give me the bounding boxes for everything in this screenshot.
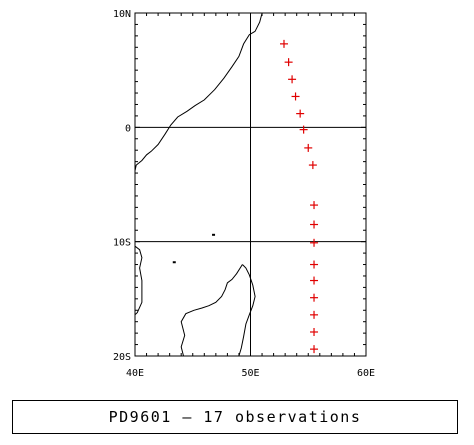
lat-label: 10N xyxy=(113,9,131,20)
island-0 xyxy=(212,233,216,236)
observation-marker xyxy=(310,293,319,302)
grid-layer xyxy=(135,13,366,356)
observation-marker xyxy=(310,276,319,285)
island-1 xyxy=(172,261,176,264)
observation-marker xyxy=(291,92,300,101)
observation-marker xyxy=(288,75,297,84)
lon-label: 60E xyxy=(357,368,375,379)
caption-box: PD9601 — 17 observations xyxy=(12,400,458,434)
caption-text: PD9601 — 17 observations xyxy=(108,408,362,426)
coastline-tanzania xyxy=(134,245,143,316)
observation-marker xyxy=(296,109,305,118)
coastline-layer xyxy=(134,12,263,357)
lon-label: 50E xyxy=(241,368,259,379)
observation-marker xyxy=(310,220,319,229)
observation-marker xyxy=(310,310,319,319)
coastline-madagascar_west xyxy=(180,264,243,357)
lon-label: 40E xyxy=(126,368,144,379)
coastline-africa xyxy=(134,12,263,171)
observation-map: 10N 0 10S 20S 40E 50E 60E xyxy=(113,9,375,379)
observation-marker xyxy=(279,39,288,48)
tick-layer xyxy=(134,12,367,357)
coastline-madagascar xyxy=(238,264,256,357)
lat-label: 10S xyxy=(113,238,131,249)
observation-marker xyxy=(310,238,319,247)
observation-marker xyxy=(304,143,313,152)
observation-marker xyxy=(308,161,317,170)
observation-marker xyxy=(310,201,319,210)
observation-marker xyxy=(310,260,319,269)
observation-marker xyxy=(310,345,319,354)
lat-label: 20S xyxy=(113,352,131,363)
observation-marker xyxy=(299,125,308,134)
observation-marker xyxy=(310,327,319,336)
lat-label: 0 xyxy=(125,123,131,134)
observation-layer xyxy=(279,39,319,354)
axis-label-layer: 10N 0 10S 20S 40E 50E 60E xyxy=(113,9,375,379)
observation-marker xyxy=(284,58,293,67)
